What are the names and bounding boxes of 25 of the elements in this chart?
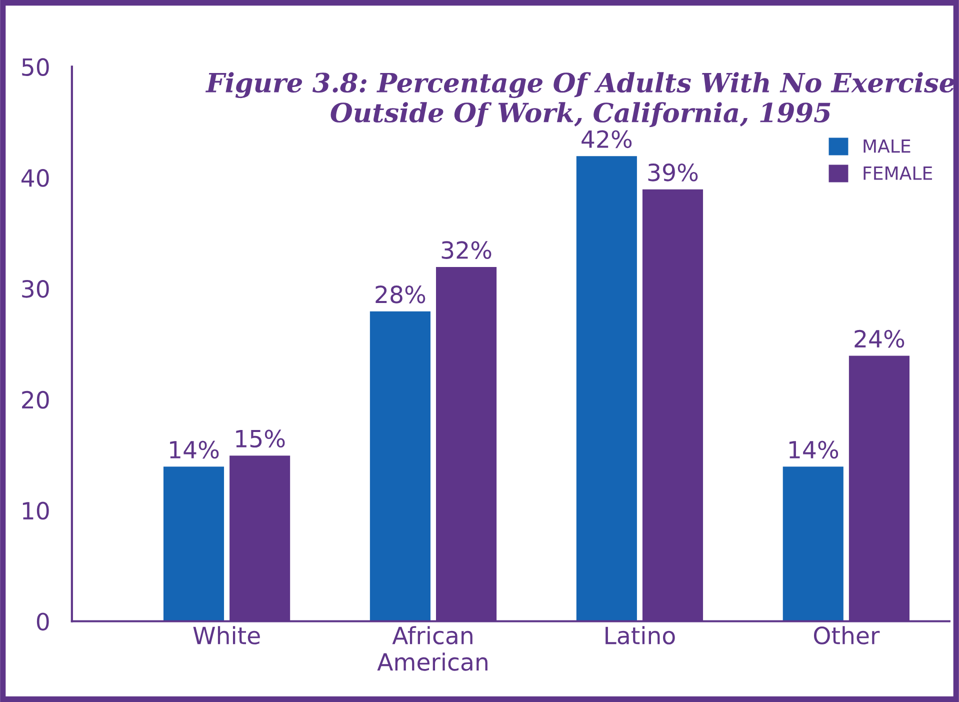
bar xyxy=(781,465,845,622)
y-tick-label: 0 xyxy=(36,612,49,631)
x-tick-label: Latino xyxy=(606,626,675,644)
data-label: 15% xyxy=(236,430,285,448)
bar xyxy=(368,310,432,622)
data-label: 14% xyxy=(170,440,219,459)
data-label: 28% xyxy=(376,285,426,304)
legend-label: FEMALE xyxy=(864,166,932,180)
x-tick-label: African American xyxy=(377,626,488,671)
y-tick-label: 20 xyxy=(22,390,49,409)
data-label: 42% xyxy=(582,130,632,148)
x-tick-label: White xyxy=(193,626,260,644)
y-tick-label: 10 xyxy=(22,502,49,520)
x-tick-label: Other xyxy=(814,626,880,644)
text: Figure 3.8: Percentage Of Adults With No Exercise Outside Of Work, California, 1995 xyxy=(205,72,955,128)
data-label: 32% xyxy=(442,241,492,259)
y-tick-label: 40 xyxy=(22,169,49,187)
y-tick-label: 30 xyxy=(22,280,49,298)
data-label: 24% xyxy=(854,330,904,348)
data-label: 14% xyxy=(789,440,838,459)
y-tick-label: 50 xyxy=(22,58,49,76)
legend-label: MALE xyxy=(864,140,910,153)
bar xyxy=(575,154,638,622)
bar xyxy=(162,465,226,622)
data-label: 39% xyxy=(648,163,698,182)
